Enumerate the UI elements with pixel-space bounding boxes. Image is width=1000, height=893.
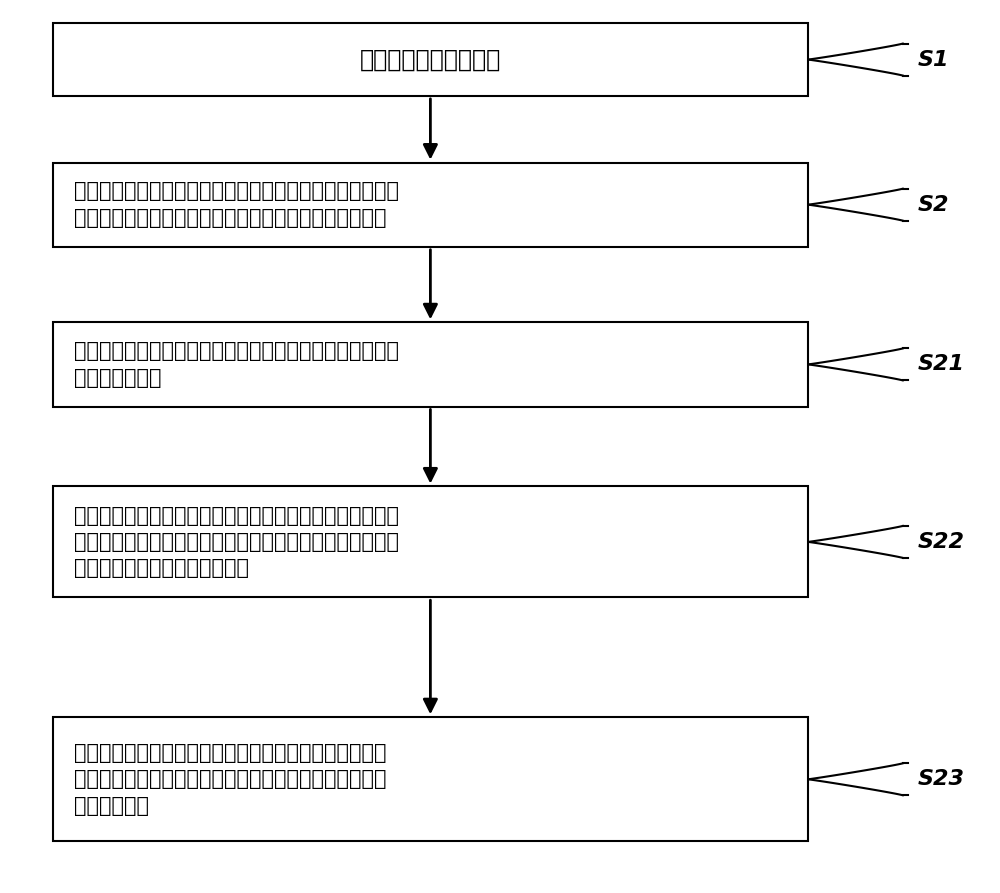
Text: S22: S22 xyxy=(918,532,965,552)
Bar xyxy=(53,487,808,597)
Text: S1: S1 xyxy=(918,50,949,70)
Text: 所述微处理器检测该充电功率对应的电压信号，根据所述
预设规则控制调节所述电子阀的开度，实现所述静电粉末
喷枪的出粉量: 所述微处理器检测该充电功率对应的电压信号，根据所述 预设规则控制调节所述电子阀的… xyxy=(74,743,387,815)
Text: S2: S2 xyxy=(918,195,949,214)
Text: 提供静电粉末喷枪系统: 提供静电粉末喷枪系统 xyxy=(360,47,501,71)
Text: S21: S21 xyxy=(918,355,965,374)
Text: S23: S23 xyxy=(918,769,965,789)
Bar xyxy=(53,717,808,841)
Bar xyxy=(53,23,808,96)
Text: 通过静电粉末喷枪的瞬间电流信号检测所述静电粉末喷枪与
工件之间的距离: 通过静电粉末喷枪的瞬间电流信号检测所述静电粉末喷枪与 工件之间的距离 xyxy=(74,341,399,388)
Text: 利用所述微处理器检测所述静电粉末喷枪的工作距离，并根
据预设规则实现自动控制调节所述静电粉末喷枪的出粉量: 利用所述微处理器检测所述静电粉末喷枪的工作距离，并根 据预设规则实现自动控制调节… xyxy=(74,181,399,228)
Bar xyxy=(53,163,808,246)
Text: 所述微处理器接收反馈的所述瞬间电流信号，根据所述预设
规则调节所述直流功率控制器的电压和电流大小，实现自动
控制所述静电发生器的充电功率: 所述微处理器接收反馈的所述瞬间电流信号，根据所述预设 规则调节所述直流功率控制器… xyxy=(74,505,399,579)
Bar xyxy=(53,322,808,406)
